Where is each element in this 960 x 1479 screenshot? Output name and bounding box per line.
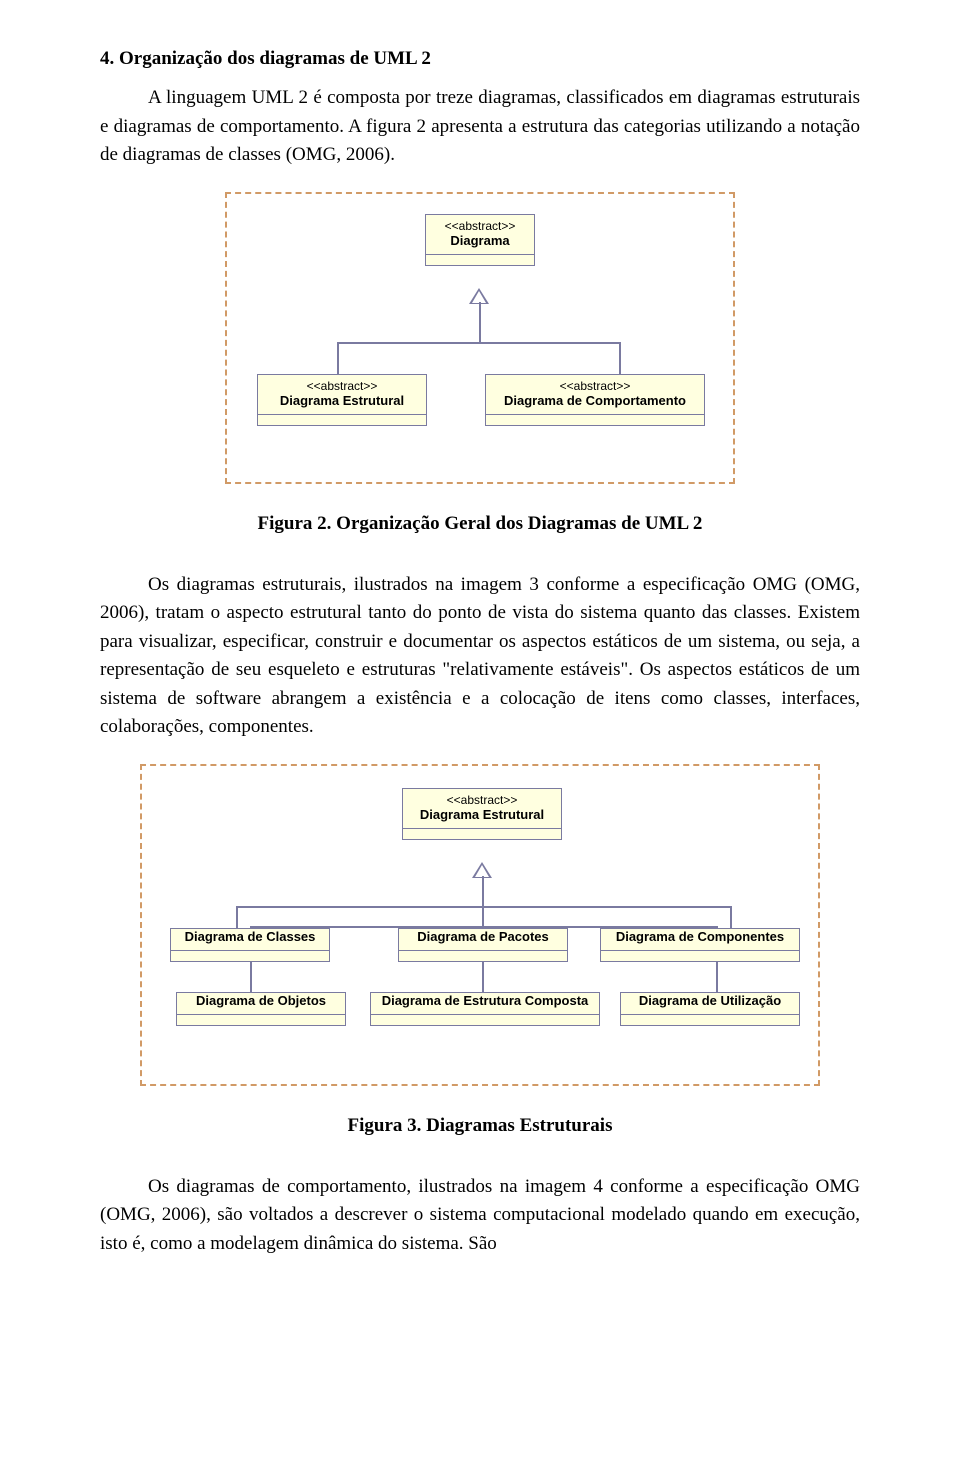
figure-3: <<abstract>> Diagrama Estrutural Diagram… (100, 764, 860, 1091)
uml-node-comportamento: <<abstract>> Diagrama de Comportamento (485, 374, 705, 426)
uml-class-name: Diagrama de Comportamento (486, 393, 704, 414)
uml-class-name: Diagrama Estrutural (403, 807, 561, 828)
uml-node-estrutural-root: <<abstract>> Diagrama Estrutural (402, 788, 562, 840)
figure-2: <<abstract>> Diagrama <<abstract>> Diagr… (100, 192, 860, 489)
uml-connector (337, 342, 621, 344)
paragraph-1: A linguagem UML 2 é composta por treze d… (100, 84, 860, 170)
figure-3-caption: Figura 3. Diagramas Estruturais (100, 1115, 860, 1137)
uml-stereotype: <<abstract>> (258, 375, 426, 393)
page: 4. Organização dos diagramas de UML 2 A … (0, 0, 960, 1328)
uml-connector (236, 906, 238, 928)
uml-class-name: Diagrama de Classes (171, 929, 329, 950)
figure-2-frame: <<abstract>> Diagrama <<abstract>> Diagr… (225, 192, 735, 484)
uml-node-classes: Diagrama de Classes (170, 928, 330, 962)
uml-connector (730, 906, 732, 928)
uml-node-pacotes: Diagrama de Pacotes (398, 928, 568, 962)
uml-connector (337, 342, 339, 374)
uml-stereotype: <<abstract>> (486, 375, 704, 393)
uml-connector (236, 906, 732, 908)
uml-class-name: Diagrama Estrutural (258, 393, 426, 414)
uml-node-componentes: Diagrama de Componentes (600, 928, 800, 962)
uml-stereotype: <<abstract>> (426, 215, 534, 233)
uml-connector (479, 302, 481, 342)
uml-connector (482, 906, 484, 928)
uml-node-diagrama: <<abstract>> Diagrama (425, 214, 535, 266)
uml-class-name: Diagrama de Objetos (177, 993, 345, 1014)
uml-class-name: Diagrama de Utilização (621, 993, 799, 1014)
uml-node-estrutural: <<abstract>> Diagrama Estrutural (257, 374, 427, 426)
figure-2-caption: Figura 2. Organização Geral dos Diagrama… (100, 513, 860, 535)
uml-stereotype: <<abstract>> (403, 789, 561, 807)
paragraph-3: Os diagramas de comportamento, ilustrado… (100, 1173, 860, 1259)
uml-connector (619, 342, 621, 374)
paragraph-2: Os diagramas estruturais, ilustrados na … (100, 571, 860, 742)
uml-class-name: Diagrama de Pacotes (399, 929, 567, 950)
uml-node-utilizacao: Diagrama de Utilização (620, 992, 800, 1026)
uml-class-name: Diagrama de Estrutura Composta (371, 993, 599, 1014)
uml-class-name: Diagrama (426, 233, 534, 254)
figure-3-frame: <<abstract>> Diagrama Estrutural Diagram… (140, 764, 820, 1086)
section-title: 4. Organização dos diagramas de UML 2 (100, 48, 860, 70)
uml-node-objetos: Diagrama de Objetos (176, 992, 346, 1026)
uml-node-estrutura-composta: Diagrama de Estrutura Composta (370, 992, 600, 1026)
uml-class-name: Diagrama de Componentes (601, 929, 799, 950)
